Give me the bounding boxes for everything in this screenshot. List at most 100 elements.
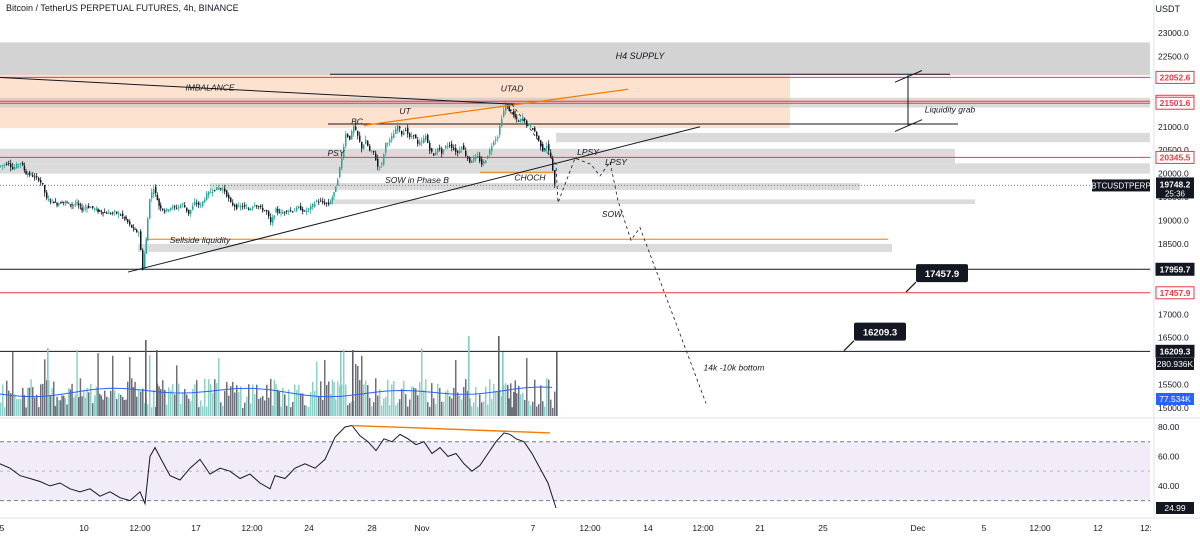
candle-body <box>421 141 423 143</box>
candle-body <box>226 190 228 197</box>
volume-bar <box>6 380 8 416</box>
volume-bar <box>419 382 421 416</box>
candle <box>433 153 435 156</box>
candle <box>437 148 439 156</box>
volume-bar <box>508 398 510 416</box>
candle <box>345 130 347 149</box>
candle <box>510 109 512 114</box>
candle-body <box>447 146 449 147</box>
volume-bar <box>134 381 136 416</box>
candle <box>383 153 385 167</box>
candle-body <box>461 146 463 150</box>
candle-body <box>326 202 328 204</box>
candle <box>513 108 515 118</box>
candle <box>413 134 415 140</box>
candle-body <box>542 144 544 152</box>
level-label-0: 22052.6 <box>1155 70 1195 84</box>
candle <box>273 215 276 220</box>
volume-bar <box>270 378 272 416</box>
candle-body <box>56 203 58 206</box>
candle <box>0 165 2 168</box>
candle-body <box>516 117 518 119</box>
candle-body <box>292 211 294 213</box>
candle <box>149 198 151 220</box>
candle <box>140 229 142 251</box>
candle-body <box>375 153 377 161</box>
candle-body <box>64 201 67 203</box>
candle <box>447 142 449 150</box>
candle-body <box>30 173 32 175</box>
candle-body <box>308 208 310 210</box>
candle-body <box>395 128 397 134</box>
candle <box>61 200 63 204</box>
candle-body <box>53 201 55 204</box>
volume-bar <box>264 400 266 416</box>
candle-body <box>365 139 367 145</box>
volume-bar <box>202 406 204 416</box>
candle <box>459 146 461 155</box>
candle-body <box>497 137 499 139</box>
volume-bar <box>123 400 126 416</box>
candle-body <box>280 212 282 214</box>
candle <box>296 205 298 213</box>
candle <box>451 140 453 152</box>
volume-bar <box>49 395 52 416</box>
volume-bar <box>341 384 343 416</box>
time-tick-14: Dec <box>910 523 926 533</box>
candle <box>479 152 481 164</box>
time-tick-6: 28 <box>367 523 377 533</box>
volume-bar <box>14 394 16 416</box>
time-axis[interactable]: 5 10 12:00 17 12:00 24 28 Nov 7 12:00 14 12:00 21 25 D… <box>0 523 1152 533</box>
candle-body <box>4 164 6 166</box>
candle <box>481 156 483 168</box>
volume-bar <box>127 381 129 416</box>
volume-bar <box>51 388 53 416</box>
volume-bar <box>196 380 198 416</box>
candle-body <box>505 103 507 111</box>
candle-body <box>459 150 461 153</box>
volume-bar <box>182 393 184 416</box>
volume-bar <box>162 380 164 416</box>
annotation-2: Liquidity grab <box>925 105 976 115</box>
candle <box>294 208 296 212</box>
volume-bar <box>38 407 40 416</box>
candle <box>495 136 497 145</box>
candle-body <box>331 197 334 201</box>
volume-ma-box <box>1156 358 1194 370</box>
candle <box>357 130 359 140</box>
candle <box>127 218 129 224</box>
candle-body <box>266 210 268 212</box>
volume-bar <box>81 396 83 416</box>
volume-bar <box>129 357 131 416</box>
candle-body <box>202 201 204 206</box>
candle-body <box>435 152 437 155</box>
price-axis[interactable]: 15000.015500.016000.016500.017000.017500… <box>1091 28 1195 514</box>
candle <box>425 133 427 143</box>
volume-bar <box>427 402 429 416</box>
candle-body <box>284 211 286 213</box>
volume-bar <box>236 385 238 416</box>
candle <box>84 203 87 212</box>
volume-bar <box>258 398 260 416</box>
candle-body <box>282 212 284 214</box>
volume-bar <box>383 398 385 416</box>
candle <box>463 142 465 150</box>
candle <box>224 184 226 195</box>
volume-bar <box>514 380 516 416</box>
volume-bar <box>272 405 274 416</box>
candle-body <box>97 209 99 213</box>
candle <box>76 198 78 206</box>
volume-bar <box>397 402 399 416</box>
annotation-11: SOW <box>602 209 623 219</box>
volume-bar <box>522 392 524 416</box>
volume-bar <box>100 395 103 416</box>
volume-bar <box>405 394 407 416</box>
candle <box>306 207 308 216</box>
volume-bar <box>387 379 389 416</box>
current-symbol: BTCUSDTPERP <box>1091 181 1151 190</box>
candle-body <box>180 205 182 208</box>
candle <box>186 207 188 213</box>
volume-ma-line <box>0 386 553 398</box>
candle <box>361 141 363 153</box>
